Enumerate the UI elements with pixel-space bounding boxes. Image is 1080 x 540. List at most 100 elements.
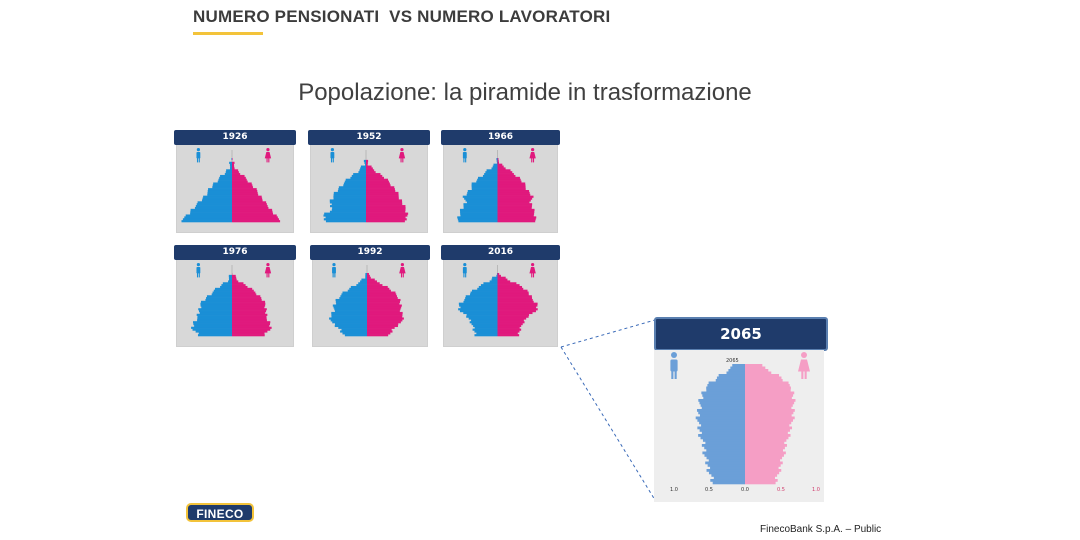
female-bar <box>745 466 779 470</box>
male-bar <box>333 306 367 309</box>
x-tick-label: 1.0 <box>812 487 820 493</box>
female-bar <box>745 431 788 435</box>
female-bar <box>232 332 265 335</box>
female-bar <box>232 276 237 279</box>
male-bar <box>726 371 745 375</box>
pyramid-chart-1992 <box>329 263 406 337</box>
male-bar <box>342 332 367 335</box>
male-bar <box>486 169 498 172</box>
female-bar <box>232 304 266 307</box>
male-bar <box>330 205 366 208</box>
male-bar <box>457 216 498 219</box>
male-bar <box>465 199 498 202</box>
female-bar <box>366 197 399 200</box>
female-bar <box>745 474 778 477</box>
male-bar <box>699 429 745 432</box>
male-bar <box>463 300 498 303</box>
male-bar <box>341 293 367 296</box>
male-bar <box>698 399 745 402</box>
male-bar <box>695 416 745 420</box>
male-bar <box>701 431 745 435</box>
male-bar <box>207 191 232 195</box>
female-bar <box>232 188 257 191</box>
male-bar <box>697 426 745 430</box>
male-bar <box>196 203 232 206</box>
female-bar <box>497 304 538 307</box>
male-bar <box>208 188 232 191</box>
male-bar <box>194 206 232 210</box>
male-bar <box>345 178 366 181</box>
female-bar <box>366 210 406 213</box>
male-bar <box>190 208 232 212</box>
female-bar <box>497 285 523 289</box>
male-bar <box>493 163 498 166</box>
female-bar <box>232 293 257 296</box>
female-bar <box>367 274 370 278</box>
male-bar <box>220 285 232 289</box>
male-bar <box>702 394 745 397</box>
female-bar <box>366 206 406 210</box>
pyramid-panel-1976: 1976 <box>174 245 296 348</box>
female-bar <box>745 406 792 410</box>
female-bar <box>745 439 787 442</box>
female-bar <box>232 295 261 298</box>
male-bar <box>338 186 366 189</box>
female-bar <box>497 293 529 296</box>
female-bar <box>745 391 795 395</box>
male-bar <box>349 287 367 290</box>
male-bar <box>220 174 232 178</box>
male-bar <box>190 212 232 215</box>
female-bar <box>232 205 268 208</box>
male-bar <box>199 311 232 315</box>
female-bar <box>497 188 526 191</box>
female-bar <box>745 419 793 422</box>
female-bar <box>232 274 236 278</box>
male-bar <box>365 273 367 276</box>
pyramid-panel-1992: 1992 <box>310 245 430 348</box>
female-bar <box>232 169 239 172</box>
male-bar <box>334 310 367 313</box>
female-bar <box>366 208 406 212</box>
female-bar <box>497 193 531 196</box>
male-bar <box>712 481 745 485</box>
male-bar <box>335 300 367 303</box>
male-bar <box>323 214 366 217</box>
female-bar <box>232 220 281 223</box>
male-bar <box>229 163 232 166</box>
female-bar <box>497 291 529 294</box>
female-bar <box>497 220 536 223</box>
male-bar <box>351 174 366 178</box>
female-bar <box>367 313 403 316</box>
male-bar <box>182 218 232 221</box>
male-bar <box>702 439 745 442</box>
female-bar <box>232 297 262 300</box>
male-bar <box>458 302 498 305</box>
page-header-title: NUMERO PENSIONATI VS NUMERO LAVORATORI <box>193 7 611 26</box>
male-bar <box>325 216 366 219</box>
female-bar <box>366 182 390 185</box>
female-bar <box>497 184 526 187</box>
pyramid-chart-1926 <box>181 148 281 223</box>
male-bar <box>459 304 498 307</box>
male-bar <box>195 330 232 333</box>
male-bar <box>704 446 745 450</box>
male-bar <box>463 203 498 206</box>
male-bar <box>219 176 232 180</box>
female-bar <box>232 287 253 290</box>
female-bar <box>497 197 533 200</box>
female-bar <box>745 446 785 450</box>
female-bar <box>232 171 239 174</box>
male-bar <box>359 169 366 172</box>
female-bar <box>745 481 776 485</box>
female-bar <box>366 195 399 198</box>
female-bar <box>232 161 235 164</box>
female-bar <box>497 176 520 180</box>
male-bar <box>358 282 367 285</box>
male-bar <box>343 182 366 185</box>
male-bar <box>332 321 367 324</box>
male-bar <box>711 474 745 477</box>
male-person-icon <box>196 263 201 278</box>
male-bar <box>198 332 232 335</box>
female-bar <box>745 451 786 455</box>
female-bar <box>745 434 791 437</box>
